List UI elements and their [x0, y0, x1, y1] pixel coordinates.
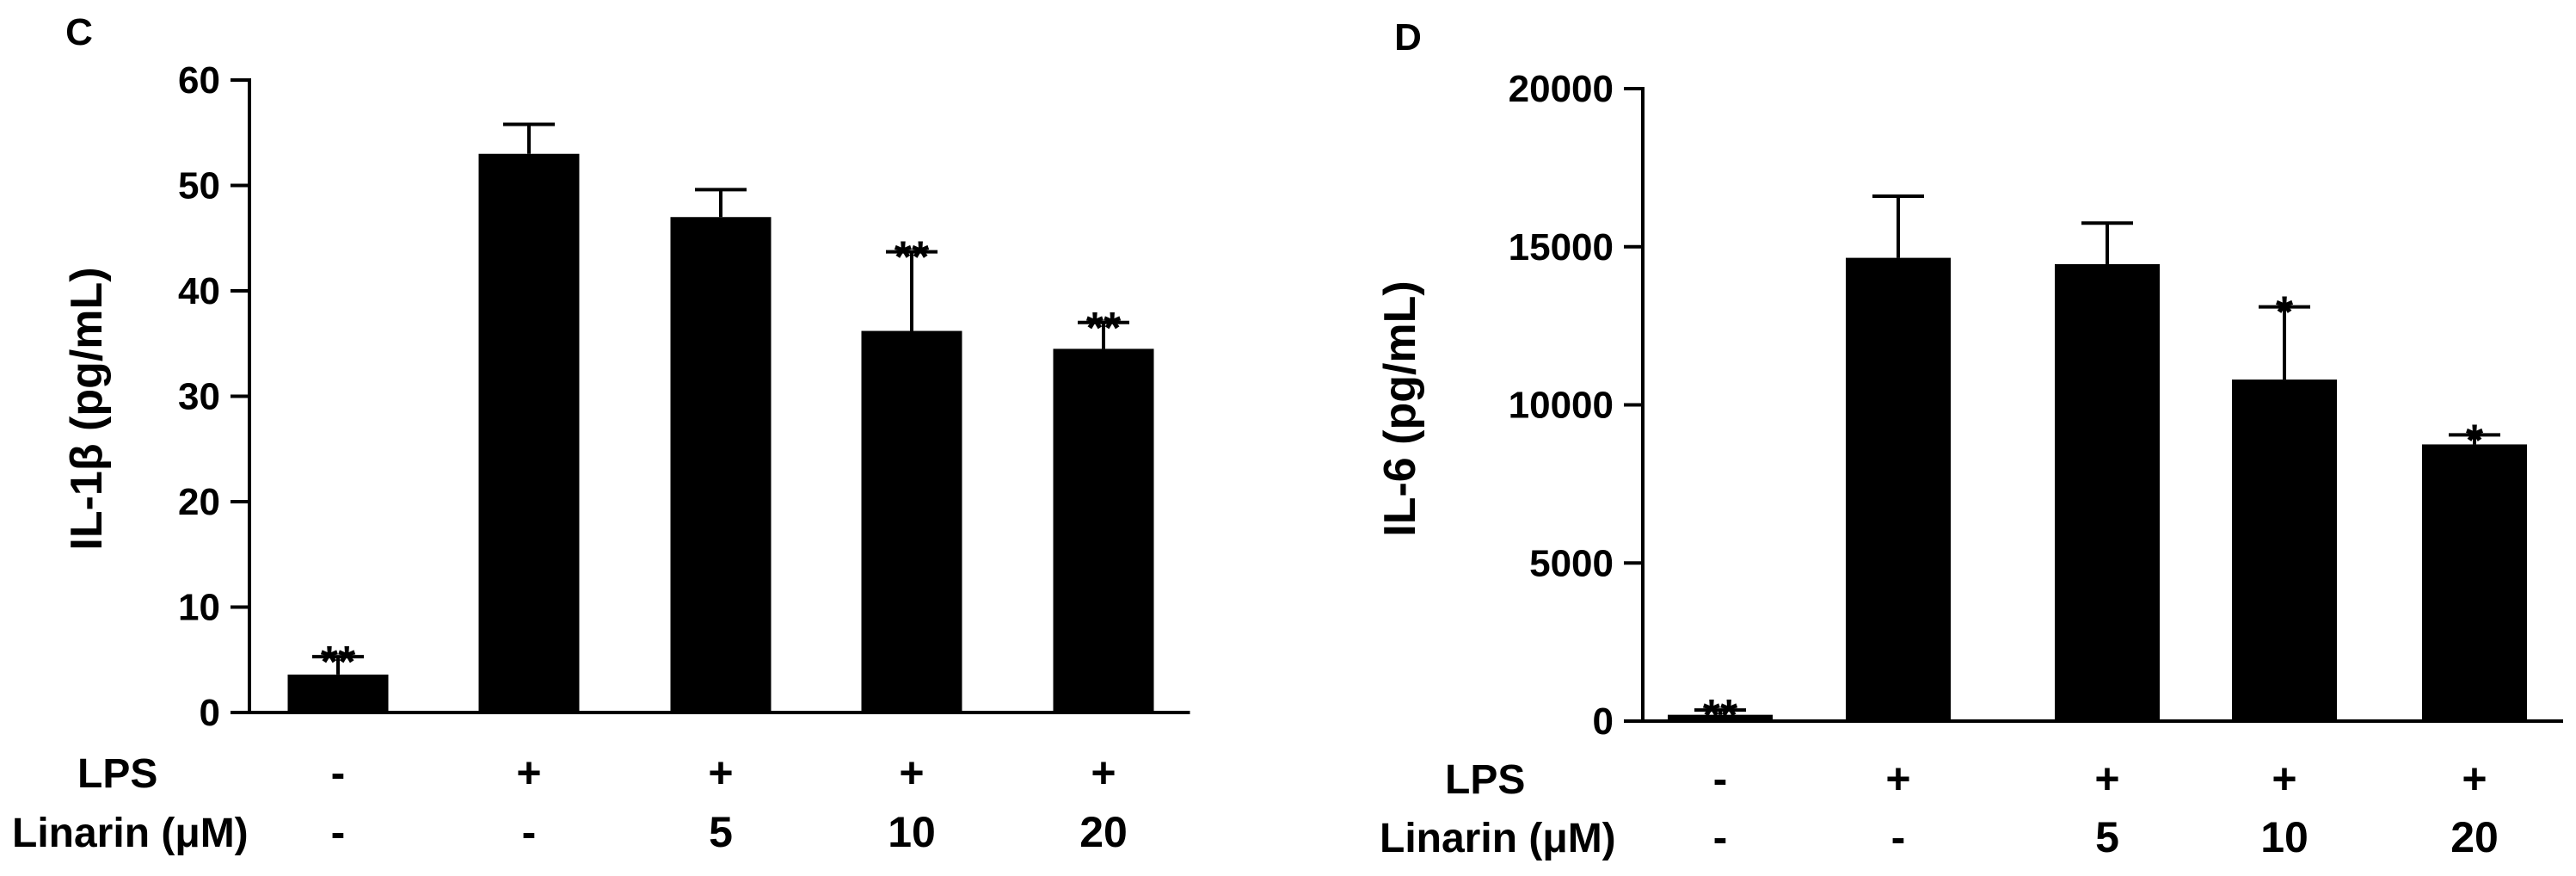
panel-d: D IL-6 (pg/mL) 05000100001500020000**--+…	[1375, 16, 2563, 861]
panel-c-bar	[478, 153, 580, 713]
panel-c-y-tick-label: 40	[178, 270, 220, 312]
panel-d-bar	[2232, 379, 2337, 721]
panel-d-label: D	[1394, 16, 1422, 59]
panel-d-bar	[1846, 257, 1951, 721]
panel-c-plot: 0 10 20 30 40 50 60 ** - - + - +5 ** +10 ** +20	[178, 59, 1190, 856]
panel-d-linarin-value: -	[1713, 813, 1728, 861]
panel-d-linarin-value: -	[1891, 813, 1906, 861]
panel-d-plot: 0 5000 10000 15000 20000 ** - - + - +5 * +10 * +20	[1509, 68, 2563, 861]
panel-d-y-tick-label: 20000	[1509, 68, 1614, 110]
panel-d-y-tick-label: 15000	[1509, 226, 1614, 268]
panel-d-y-tick-label: 5000	[1529, 542, 1614, 584]
panel-d-linarin-value: 20	[2450, 813, 2499, 861]
panel-d-lps-value: +	[2462, 755, 2487, 803]
panel-c-linarin-value: -	[522, 808, 537, 856]
panel-c-y-tick-label: 60	[178, 59, 220, 102]
panel-d-y-axis-title: IL-6 (pg/mL)	[1375, 281, 1425, 537]
panel-c-label: C	[65, 11, 93, 53]
panel-c-bar	[287, 674, 389, 713]
panel-c-lps-value: +	[1091, 749, 1116, 797]
panel-c: C IL-1β (pg/mL) 0 10 20 30 40 50 60 ** - - + - +5 ** +…	[12, 11, 1190, 856]
panel-d-y-tick-label: 0	[1593, 700, 1614, 743]
panel-c-significance-label: **	[1086, 304, 1122, 354]
panel-d-y-tick-label: 10000	[1509, 385, 1614, 427]
panel-d-lps-value: +	[1885, 755, 1910, 803]
panel-c-linarin-value: 20	[1079, 808, 1128, 856]
panel-c-lps-value: +	[516, 749, 541, 797]
panel-d-bar	[2055, 263, 2160, 721]
panel-d-lps-value: +	[2094, 755, 2119, 803]
panel-c-y-axis-title: IL-1β (pg/mL)	[62, 267, 112, 550]
panel-c-lps-value: +	[899, 749, 924, 797]
panel-c-bar	[670, 217, 772, 713]
panel-d-lps-value: +	[2272, 755, 2296, 803]
panel-c-y-tick-label: 20	[178, 481, 220, 523]
panel-c-bar	[1053, 349, 1154, 713]
panel-c-lps-value: +	[708, 749, 733, 797]
panel-c-y-tick-label: 0	[200, 692, 220, 734]
panel-c-lps-row-label: LPS	[77, 751, 157, 797]
panel-c-linarin-value: -	[331, 808, 346, 856]
panel-c-significance-label: **	[321, 638, 356, 688]
panel-c-lps-value: -	[331, 749, 346, 797]
panel-c-linarin-row-label: Linarin (μM)	[12, 811, 249, 856]
panel-c-linarin-value: 5	[709, 808, 733, 856]
panel-c-linarin-value: 10	[888, 808, 936, 856]
panel-c-significance-label: **	[895, 233, 930, 283]
panel-c-y-tick-label: 30	[178, 376, 220, 418]
panel-d-significance-label: **	[1703, 691, 1738, 741]
panel-d-linarin-value: 10	[2260, 813, 2309, 861]
panel-d-lps-value: -	[1713, 755, 1728, 803]
panel-d-linarin-value: 5	[2095, 813, 2119, 861]
panel-d-significance-label: *	[2466, 416, 2484, 466]
panel-c-bar	[861, 330, 962, 713]
panel-d-significance-label: *	[2276, 288, 2294, 338]
panel-c-y-tick-label: 50	[178, 165, 220, 207]
panel-d-lps-row-label: LPS	[1445, 757, 1525, 803]
panel-c-y-tick-label: 10	[178, 587, 220, 629]
panel-d-linarin-row-label: Linarin (μM)	[1380, 816, 1616, 861]
panel-d-bar	[1668, 714, 1773, 721]
panel-d-bar	[2422, 444, 2527, 721]
